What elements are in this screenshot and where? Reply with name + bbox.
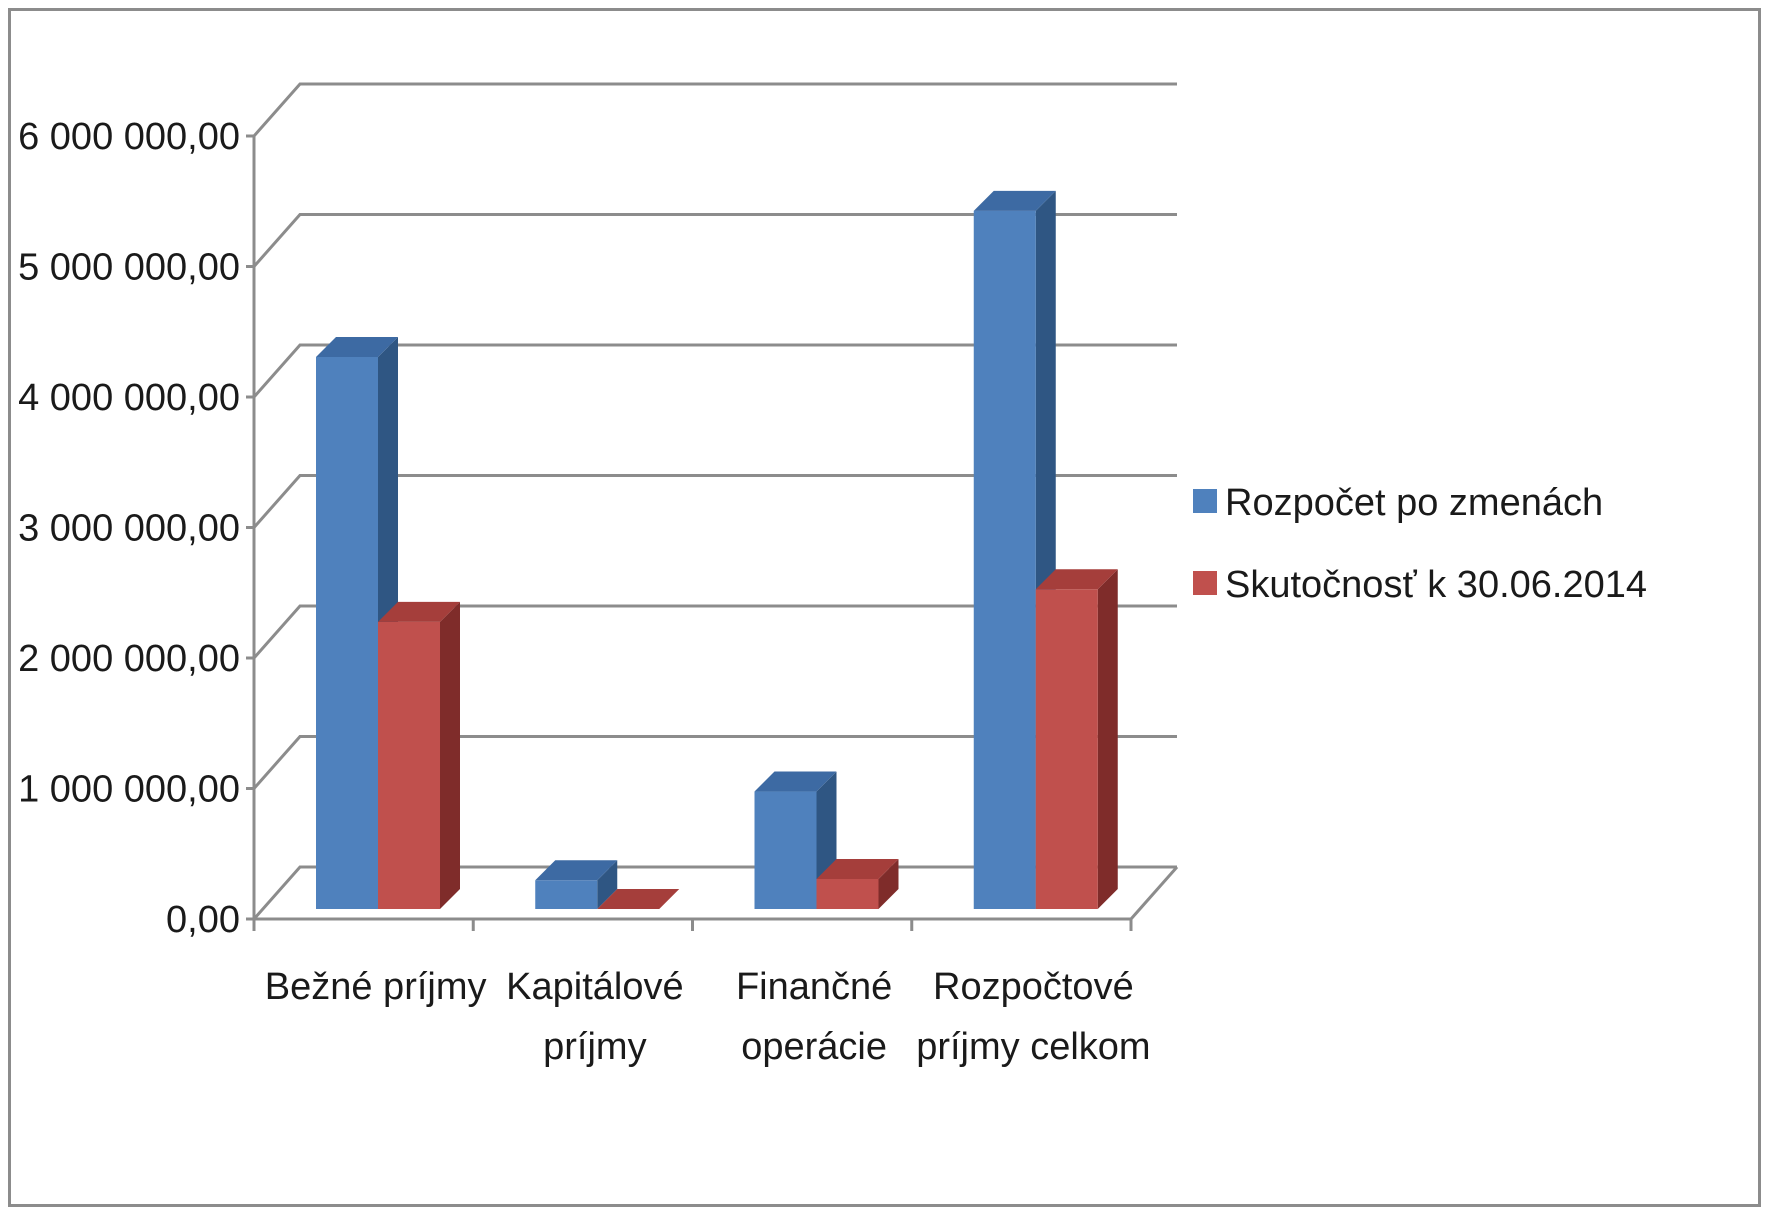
legend-label: Rozpočet po zmenách <box>1225 482 1603 524</box>
y-tick-labels: 0,00 1 000 000,00 2 000 000,00 3 000 000,00… <box>18 116 240 941</box>
floor-right-edge <box>1129 866 1179 920</box>
bar-front <box>754 791 817 909</box>
bar-chart: 0,00 1 000 000,00 2 000 000,00 3 000 000,00… <box>18 82 1647 1068</box>
chart-frame: 0,00 1 000 000,00 2 000 000,00 3 000 000,00… <box>8 8 1761 1207</box>
bar-side <box>1097 569 1118 909</box>
bar-top <box>973 190 1056 211</box>
y-tick-label: 5 000 000,00 <box>18 247 240 289</box>
category-label: príjmy <box>543 1026 646 1068</box>
bar-top <box>316 336 398 357</box>
bar-front <box>973 210 1036 909</box>
legend-swatch <box>1193 489 1217 513</box>
bar-side <box>440 601 460 909</box>
category-label: Finančné <box>736 966 892 1008</box>
y-tick-label: 2 000 000,00 <box>18 638 240 680</box>
bar-front <box>816 878 879 909</box>
y-tick-label: 0,00 <box>166 899 240 941</box>
bar <box>1035 569 1118 909</box>
y-tick-label: 1 000 000,00 <box>18 769 240 811</box>
gridline <box>252 735 1177 790</box>
bar-top <box>816 858 899 879</box>
gridline <box>252 82 1177 137</box>
bars <box>316 190 1118 909</box>
bar-side <box>878 858 899 909</box>
bar-top <box>597 889 680 909</box>
category-label: operácie <box>741 1026 887 1068</box>
category-label: Bežné príjmy <box>265 966 487 1008</box>
legend-label: Skutočnosť k 30.06.2014 <box>1225 564 1647 606</box>
y-tick-label: 3 000 000,00 <box>18 508 240 550</box>
bar <box>535 860 618 909</box>
gridline <box>252 474 1177 529</box>
category-label: príjmy celkom <box>916 1026 1150 1068</box>
axes <box>246 134 1179 931</box>
bar-front <box>316 356 378 909</box>
y-tick-label: 4 000 000,00 <box>18 377 240 419</box>
gridline <box>252 604 1177 659</box>
bar <box>597 889 680 909</box>
bar <box>816 858 899 909</box>
bar <box>378 601 460 909</box>
bar-front <box>1035 589 1098 909</box>
bar-front <box>535 880 598 909</box>
category-label: Kapitálové <box>506 966 683 1008</box>
gridline <box>252 213 1177 268</box>
gridline <box>252 343 1177 398</box>
bar-top <box>378 601 460 622</box>
category-labels: Bežné príjmy Kapitálové príjmy Finančné oper… <box>265 966 1151 1068</box>
category-label: Rozpočtové <box>933 966 1134 1008</box>
bar-top <box>754 771 837 792</box>
bar-top <box>535 860 618 881</box>
bar-top <box>1035 569 1118 590</box>
gridlines <box>252 82 1177 920</box>
legend-swatch <box>1193 571 1217 595</box>
legend: Rozpočet po zmenách Skutočnosť k 30.06.20… <box>1193 482 1647 606</box>
y-tick-label: 6 000 000,00 <box>18 116 240 158</box>
bar-front <box>378 621 440 909</box>
bar-side <box>597 860 618 909</box>
